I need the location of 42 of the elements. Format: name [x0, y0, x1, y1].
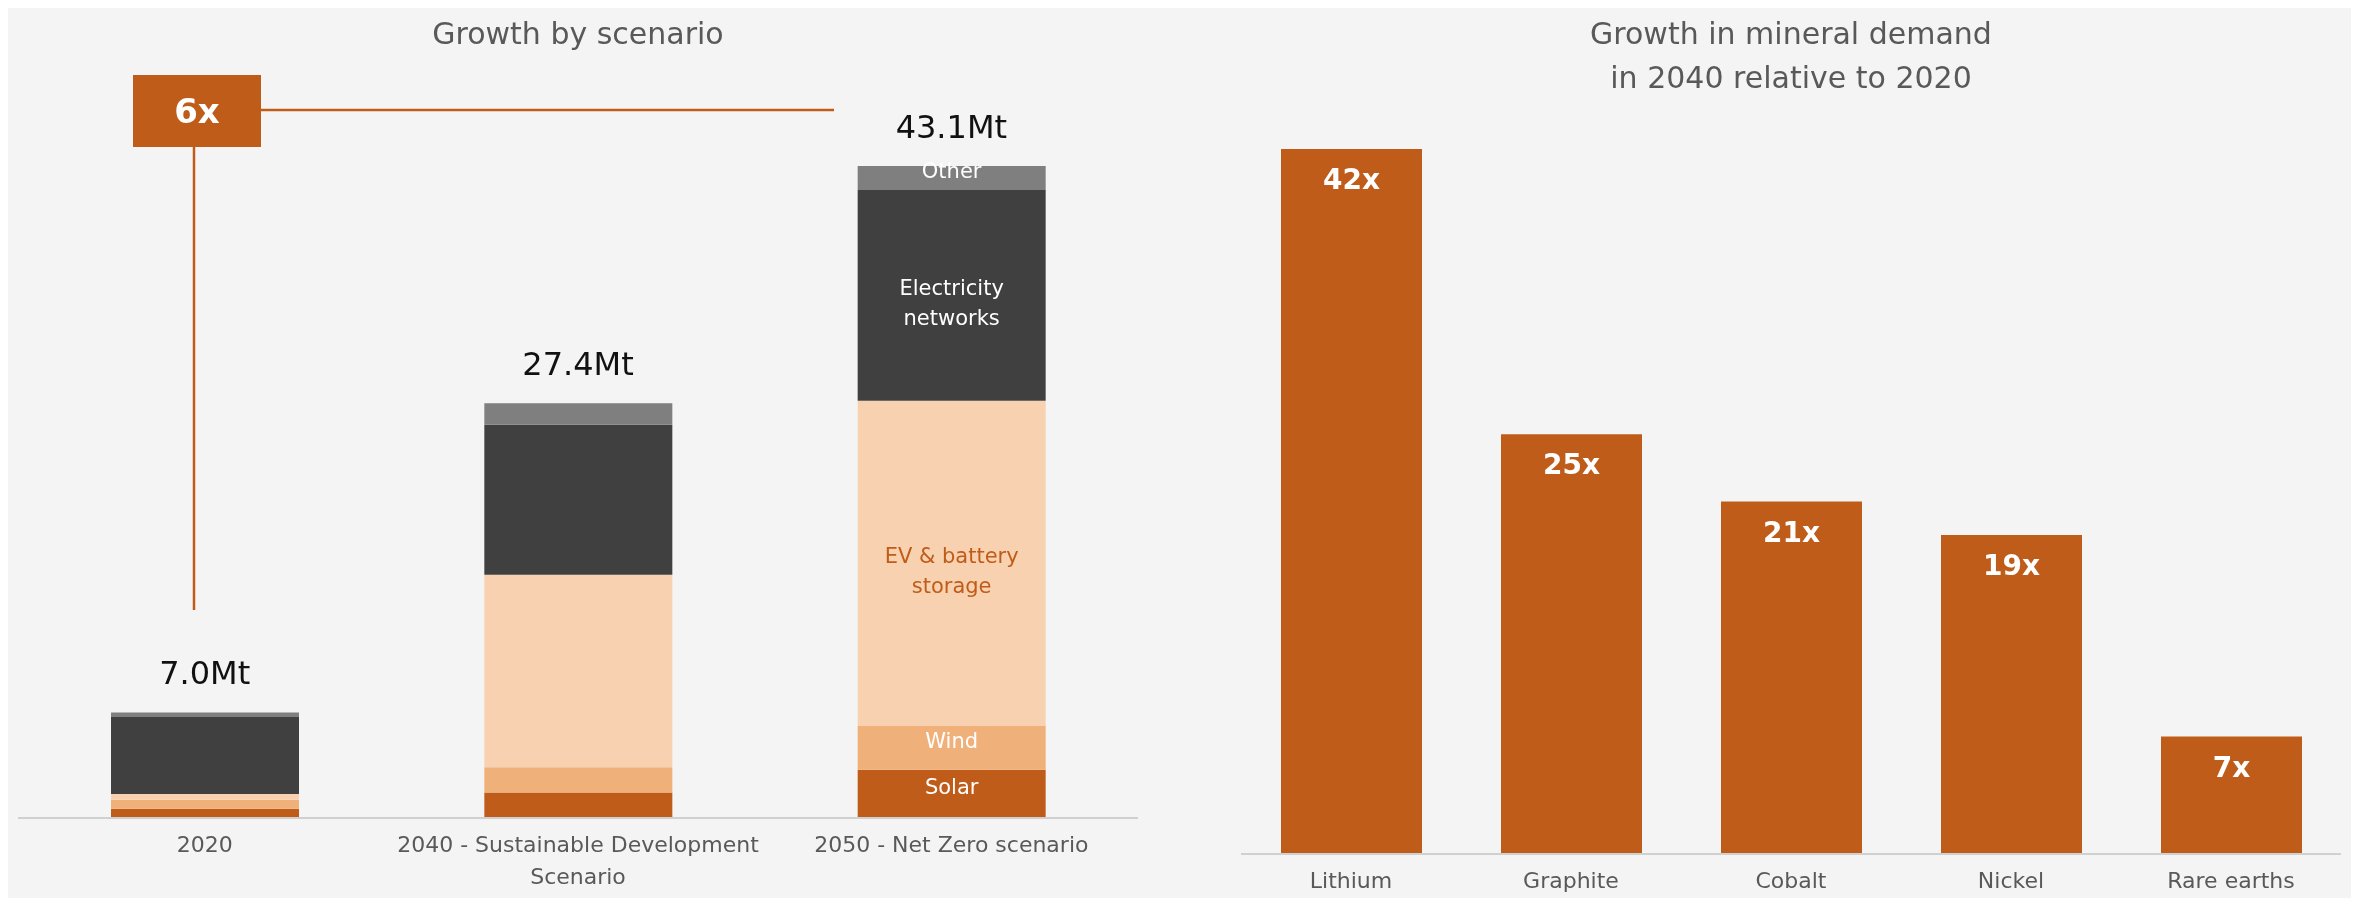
bar: [484, 403, 673, 425]
x-tick-label: Nickel: [1977, 867, 2045, 893]
bar: [484, 792, 673, 818]
data-label: 42x: [1322, 163, 1381, 196]
data-label: 7x: [2212, 750, 2251, 784]
bar: [1941, 535, 2082, 854]
data-label: 25x: [1542, 448, 1601, 482]
x-tick-label: 2020: [176, 831, 233, 857]
annotation: 7.0Mt: [159, 654, 251, 693]
bar: [111, 799, 299, 809]
bar: [857, 769, 1046, 818]
data-label: 19x: [1982, 549, 2041, 583]
series-label: EV & battery storage: [884, 544, 1019, 599]
chart-title: Growth by scenario: [431, 15, 725, 53]
series-label: Other: [921, 159, 982, 184]
x-tick-label: Graphite: [1523, 867, 1619, 893]
bar: [1281, 149, 1422, 854]
series-label: Electricity networks: [899, 276, 1004, 331]
annotation: 43.1Mt: [895, 108, 1008, 146]
data-label: 21x: [1762, 515, 1821, 549]
bar: [1721, 501, 1862, 854]
bar: [484, 424, 673, 575]
bar: [111, 716, 299, 794]
bar: [484, 574, 673, 768]
bar: [2161, 736, 2302, 854]
bar: [111, 712, 299, 717]
x-tick-label: Lithium: [1309, 867, 1393, 893]
bar: [857, 190, 1046, 401]
bar: [857, 400, 1046, 727]
bar: [1501, 434, 1642, 854]
x-tick-label: 2050 - Net Zero scenario: [814, 831, 1089, 857]
x-tick-label: 2040 - Sustainable Development Scenario: [397, 831, 760, 889]
x-tick-label: Rare earths: [2167, 867, 2295, 893]
x-tick-label: Cobalt: [1755, 867, 1827, 893]
bar: [111, 793, 299, 800]
series-label: Wind: [925, 728, 979, 753]
annotation: 27.4Mt: [522, 345, 634, 384]
bar: [857, 726, 1046, 770]
text: 6x: [133, 75, 261, 147]
chart-title: Growth in mineral demand in 2040 relative to 2020: [1589, 15, 1993, 97]
series-label: Solar: [924, 774, 979, 799]
bar: [484, 767, 673, 793]
